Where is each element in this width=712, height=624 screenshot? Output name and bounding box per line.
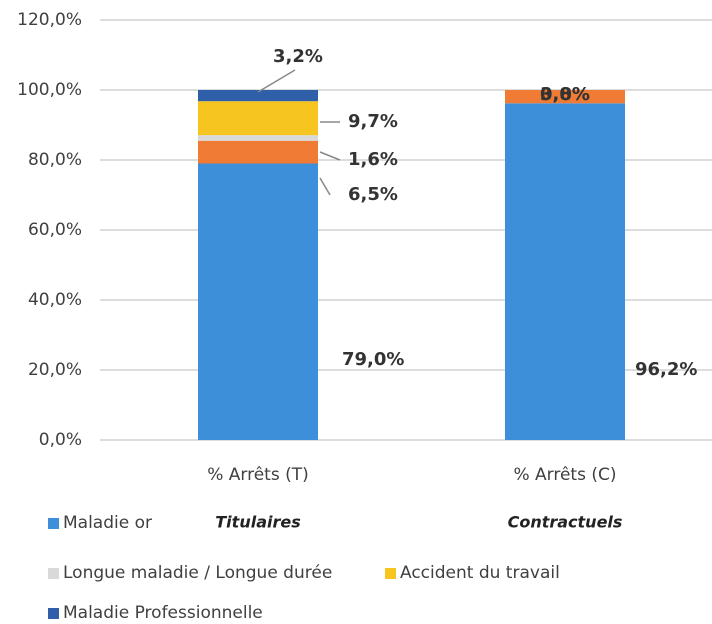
legend-label: Maladie Professionnelle xyxy=(63,603,263,623)
value-label: 6,5% xyxy=(348,184,398,205)
leader-line xyxy=(257,69,296,93)
x-tick-label: % Arrêts (T) xyxy=(207,465,309,485)
y-tick-label: 60,0% xyxy=(28,220,82,240)
legend-swatch xyxy=(48,608,59,619)
legend-swatch xyxy=(385,568,396,579)
bar-segment xyxy=(505,103,625,441)
legend-label: Accident du travail xyxy=(400,563,560,583)
leader-line xyxy=(319,151,341,161)
y-tick-label: 120,0% xyxy=(17,10,82,30)
bar-segment xyxy=(505,90,625,104)
group-label: Titulaires xyxy=(215,513,300,532)
bar-segment xyxy=(198,135,318,141)
legend-swatch xyxy=(48,568,59,579)
bar-segment xyxy=(198,101,318,136)
value-label: 3,2% xyxy=(273,46,323,67)
y-tick-label: 0,0% xyxy=(39,430,82,450)
value-label: 96,2% xyxy=(635,359,697,380)
y-tick-label: 20,0% xyxy=(28,360,82,380)
value-label: 79,0% xyxy=(342,349,404,370)
bar-segment xyxy=(198,90,318,102)
value-label: 3,8% xyxy=(540,84,590,105)
value-label: 1,6% xyxy=(348,149,398,170)
y-tick-label: 100,0% xyxy=(17,80,82,100)
y-tick-label: 40,0% xyxy=(28,290,82,310)
value-label: 0,0% xyxy=(540,84,590,105)
x-tick-label: % Arrêts (C) xyxy=(513,465,616,485)
legend-label: Longue maladie / Longue durée xyxy=(63,563,332,583)
y-tick-label: 80,0% xyxy=(28,150,82,170)
legend-swatch xyxy=(48,518,59,529)
bar-segment xyxy=(198,163,318,440)
value-label: 9,7% xyxy=(348,111,398,132)
bar-segment xyxy=(198,140,318,164)
leader-line xyxy=(319,177,331,196)
legend-label: Maladie or xyxy=(63,513,152,533)
group-label: Contractuels xyxy=(508,513,623,532)
